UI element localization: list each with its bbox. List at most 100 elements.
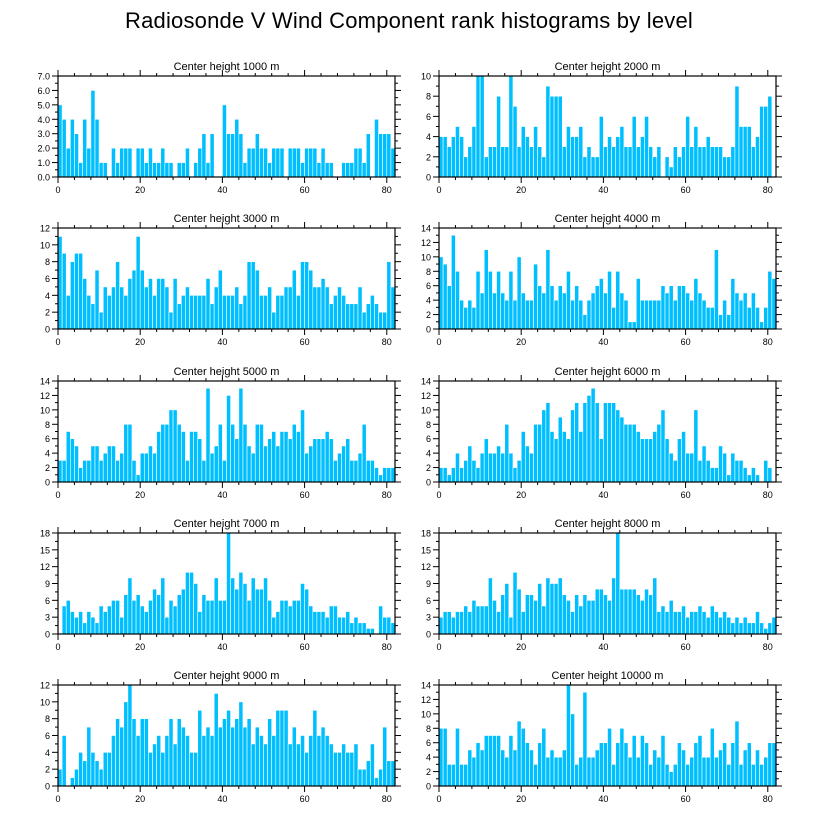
histogram-bar (193, 583, 199, 635)
histogram-bar (230, 577, 236, 635)
histogram-bar (361, 311, 367, 330)
histogram-bar (144, 452, 149, 483)
histogram-bar (287, 286, 293, 330)
histogram-bar (442, 727, 448, 787)
histogram-bar (94, 118, 100, 178)
histogram-bar (681, 146, 686, 178)
histogram-bar (438, 616, 444, 635)
histogram-bar (139, 718, 145, 787)
y-tick-label: 12 (40, 391, 50, 401)
histogram-bar (755, 749, 760, 787)
histogram-bar (328, 743, 334, 787)
histogram-bar (590, 600, 596, 635)
histogram-bar (98, 311, 104, 330)
y-tick-label: 6 (45, 434, 50, 444)
histogram-bar (709, 307, 715, 330)
x-tick-label: 0 (436, 185, 441, 195)
histogram-bar (496, 611, 501, 635)
histogram-bar (693, 742, 699, 787)
histogram-bar (230, 726, 236, 787)
panel-title: Center height 7000 m (174, 518, 280, 530)
histogram-bar (353, 147, 359, 178)
histogram-bar (57, 236, 63, 330)
histogram-bar (537, 742, 543, 787)
histogram-bar (553, 95, 559, 178)
x-tick-label: 80 (382, 794, 392, 804)
histogram-bar (127, 278, 133, 330)
histogram-bar (296, 600, 301, 635)
histogram-bar (222, 718, 227, 787)
histogram-bar (438, 467, 444, 483)
histogram-bar (451, 764, 456, 787)
histogram-bar (61, 605, 67, 635)
histogram-bar (119, 616, 125, 635)
histogram-bar (545, 249, 551, 330)
histogram-bar (549, 431, 555, 483)
histogram-bar (127, 684, 133, 787)
histogram-bar (479, 292, 485, 330)
histogram-bar (483, 438, 489, 483)
histogram-bar (771, 742, 777, 787)
histogram-bar (226, 295, 231, 330)
histogram-bar (86, 611, 92, 635)
histogram-bar (492, 735, 497, 787)
histogram-bar (111, 735, 116, 787)
panel-title: Center height 4000 m (555, 213, 661, 225)
histogram-bar (471, 126, 477, 178)
histogram-bar (508, 270, 514, 330)
histogram-bar (537, 583, 543, 635)
histogram-bar (668, 285, 674, 330)
histogram-bar (168, 162, 174, 178)
histogram-bar (763, 460, 769, 483)
histogram-bar (738, 622, 744, 635)
histogram-bar (102, 611, 108, 635)
x-tick-label: 20 (516, 337, 526, 347)
y-tick-label: 12 (421, 391, 431, 401)
histogram-bar (234, 718, 240, 787)
histogram-bar (205, 600, 211, 635)
histogram-bar (594, 402, 600, 483)
histogram-bar (254, 133, 260, 178)
histogram-bar (635, 146, 641, 178)
x-tick-label: 60 (300, 490, 310, 500)
histogram-bar (627, 423, 633, 483)
histogram-bar (370, 460, 375, 483)
histogram-bar (135, 594, 141, 635)
histogram-bar (98, 605, 104, 635)
histogram-bar (561, 594, 567, 635)
histogram-bar (578, 299, 584, 330)
histogram-bar (70, 777, 75, 787)
histogram-bar (722, 452, 727, 483)
histogram-bar (677, 611, 682, 635)
histogram-bar (767, 622, 773, 635)
histogram-bar (168, 718, 174, 787)
histogram-bar (660, 735, 666, 787)
histogram-bar (337, 286, 342, 330)
histogram-bar (446, 764, 452, 787)
histogram-bar (471, 756, 477, 787)
histogram-bar (164, 162, 170, 178)
histogram-bar (185, 571, 190, 635)
histogram-bar (160, 752, 166, 787)
histogram-bar (217, 726, 223, 787)
histogram-bar (259, 295, 264, 330)
histogram-bar (180, 295, 186, 330)
histogram-bar (455, 727, 460, 787)
histogram-bar (324, 431, 330, 483)
histogram-bar (238, 701, 244, 787)
panel-title: Center height 3000 m (174, 213, 280, 225)
histogram-bar (291, 726, 297, 787)
histogram-bar (201, 735, 207, 787)
histogram-bar (525, 742, 530, 787)
y-tick-label: 6 (426, 281, 431, 291)
histogram-bar (328, 303, 334, 330)
histogram-bar (709, 605, 715, 635)
histogram-bar (607, 402, 612, 483)
histogram-bar (467, 749, 473, 787)
y-tick-label: 12 (421, 562, 431, 572)
histogram-bar (635, 431, 641, 483)
histogram-bar (623, 423, 629, 483)
histogram-bar (304, 752, 309, 787)
histogram-bar (57, 768, 63, 787)
y-tick-label: 0 (426, 325, 431, 335)
